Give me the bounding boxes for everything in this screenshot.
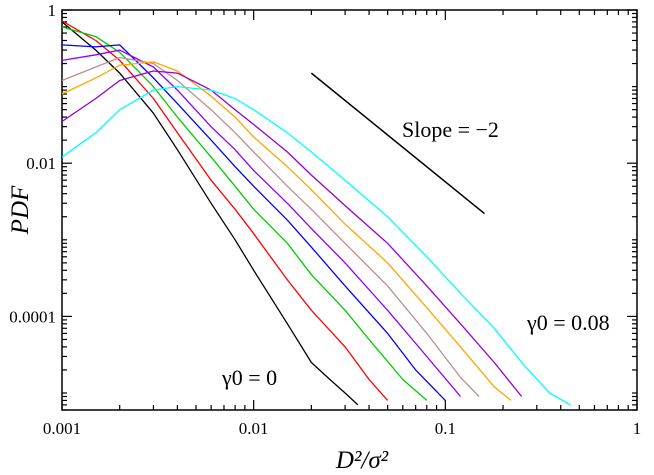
series-line-4 [62, 49, 461, 397]
x-tick-label: 0.1 [435, 419, 456, 438]
series-line-6 [62, 61, 512, 401]
x-axis-title: D²/σ² [335, 447, 389, 474]
gamma-zero-annotation: γ0 = 0 [221, 365, 277, 390]
slope-reference-line [310, 72, 485, 215]
series-layer [62, 20, 571, 406]
series-line-0 [62, 21, 359, 406]
series-line-5 [62, 56, 480, 397]
plot-frame [61, 9, 638, 411]
gamma-high-annotation: γ0 = 0.08 [526, 310, 610, 335]
axis-ticks: 0.001 0.01 0.1 1 1 0.01 0.0001 [9, 1, 641, 438]
slope-annotation: Slope = −2 [402, 117, 499, 142]
series-line-1 [62, 20, 389, 401]
x-tick-label: 0.001 [43, 419, 81, 438]
series-line-3 [62, 44, 446, 401]
y-tick-label: 1 [48, 1, 57, 20]
y-axis-title: PDF [7, 185, 34, 235]
x-tick-label: 1 [633, 419, 642, 438]
y-tick-label: 0.0001 [9, 307, 56, 326]
x-tick-label: 0.01 [239, 419, 269, 438]
y-tick-label: 0.01 [26, 154, 56, 173]
series-line-8 [62, 85, 571, 406]
series-line-7 [62, 70, 523, 397]
